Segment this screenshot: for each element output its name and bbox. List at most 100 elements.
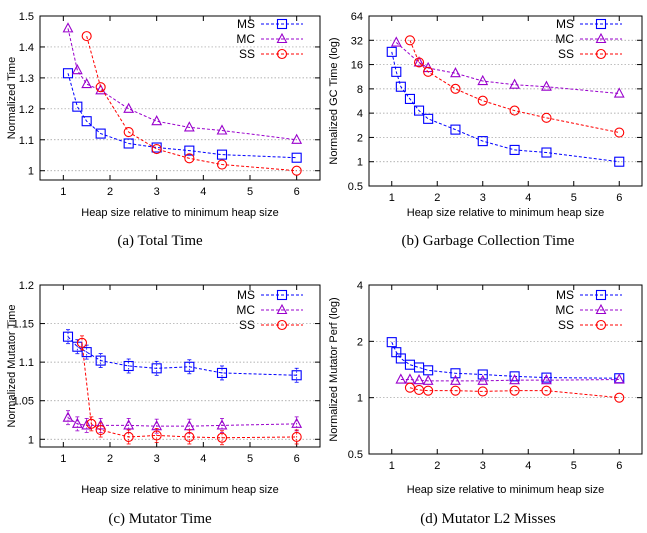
y-tick-label: 8	[357, 84, 363, 96]
series-line	[67, 417, 297, 427]
y-tick-label: 1.5	[19, 11, 34, 23]
data-point	[95, 84, 107, 95]
data-point	[123, 360, 134, 372]
x-tick-label: 6	[616, 192, 622, 204]
data-point	[151, 144, 162, 155]
legend-marker	[595, 303, 607, 315]
data-point	[95, 128, 106, 139]
data-point	[413, 56, 425, 67]
legend-marker	[595, 18, 607, 30]
data-point	[613, 373, 625, 384]
data-point	[541, 374, 552, 385]
data-point	[390, 36, 402, 47]
data-point	[72, 101, 83, 112]
legend-label: SS	[239, 47, 255, 61]
data-point	[291, 417, 303, 428]
y-tick-label: 1.4	[19, 42, 34, 54]
series-ms	[62, 68, 302, 163]
data-point	[541, 147, 552, 158]
legend-label: MS	[237, 288, 255, 302]
y-tick-label: 4	[357, 108, 363, 120]
data-point	[413, 362, 425, 373]
data-point	[291, 370, 302, 381]
data-point	[184, 361, 195, 372]
data-point	[216, 367, 228, 378]
data-point	[95, 82, 106, 93]
series-ss	[76, 335, 302, 446]
data-point	[509, 78, 521, 89]
data-point	[404, 373, 416, 384]
series-line	[81, 342, 297, 439]
x-axis-label: Heap size relative to minimum heap size	[407, 484, 604, 496]
data-point	[413, 105, 425, 116]
data-point	[395, 373, 407, 384]
data-point	[404, 93, 416, 104]
legend-label: SS	[239, 318, 255, 332]
data-point	[184, 145, 195, 156]
plot-frame	[39, 15, 321, 181]
data-point	[76, 337, 88, 348]
y-tick-label: 1	[357, 393, 363, 405]
chart-caption: (a) Total Time	[117, 233, 203, 249]
x-tick-label: 1	[389, 192, 395, 204]
series-mc	[62, 410, 303, 434]
data-point	[216, 149, 228, 160]
legend-label: MS	[556, 288, 574, 302]
data-point	[123, 138, 134, 149]
data-point	[81, 116, 92, 127]
series-ms	[62, 329, 302, 383]
data-point	[95, 419, 107, 430]
data-point	[216, 159, 228, 170]
x-tick-label: 5	[247, 186, 253, 198]
y-tick-label: 1.2	[19, 104, 34, 116]
data-point	[450, 124, 461, 135]
data-point	[404, 359, 416, 370]
data-point	[151, 430, 162, 441]
legend-label: MC	[555, 32, 574, 46]
y-tick-label: 1	[357, 157, 363, 169]
data-point	[95, 355, 106, 366]
data-point	[81, 347, 92, 358]
y-tick-label: 0.5	[348, 181, 363, 193]
x-tick-label: 1	[60, 186, 66, 198]
data-point	[450, 385, 461, 396]
legend-label: MS	[237, 17, 255, 31]
y-tick-label: 4	[357, 280, 363, 292]
data-point	[404, 35, 416, 46]
data-point	[477, 374, 489, 385]
data-point	[413, 374, 425, 385]
plot-frame	[368, 15, 643, 187]
y-tick-label: 1.15	[13, 319, 34, 331]
x-tick-label: 1	[60, 453, 66, 465]
x-tick-label: 4	[200, 186, 206, 198]
data-point	[62, 22, 74, 33]
x-tick-label: 4	[525, 460, 531, 472]
data-point	[291, 133, 303, 144]
data-point	[71, 417, 83, 428]
legend-marker	[595, 289, 607, 301]
data-point	[614, 156, 625, 167]
data-point	[541, 80, 552, 91]
y-tick-label: 1.2	[19, 280, 34, 292]
y-tick-label: 2	[357, 336, 363, 348]
x-tick-label: 3	[480, 192, 486, 204]
x-tick-label: 3	[154, 186, 160, 198]
data-point	[183, 121, 195, 132]
data-point	[541, 372, 552, 383]
legend-marker	[276, 32, 288, 44]
series-ms	[386, 46, 625, 167]
x-tick-label: 3	[154, 453, 160, 465]
series-mc	[62, 22, 303, 144]
x-tick-label: 6	[294, 453, 300, 465]
data-point	[291, 431, 302, 443]
data-point	[386, 337, 397, 348]
data-point	[123, 102, 135, 113]
data-point	[509, 371, 520, 382]
x-tick-label: 4	[525, 192, 531, 204]
data-point	[477, 74, 489, 86]
data-point	[509, 385, 520, 396]
y-tick-label: 1.1	[19, 135, 34, 147]
